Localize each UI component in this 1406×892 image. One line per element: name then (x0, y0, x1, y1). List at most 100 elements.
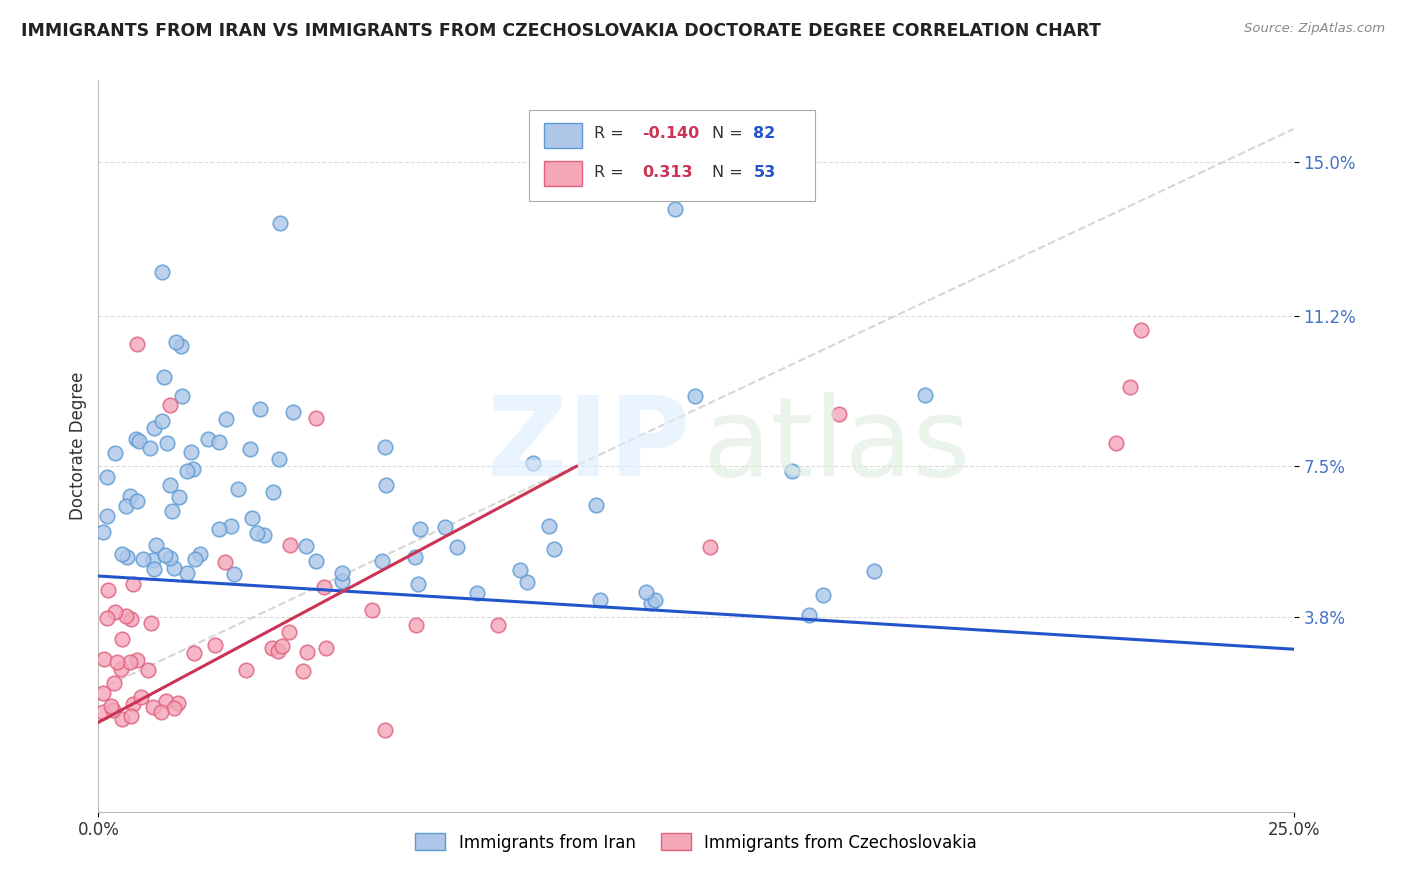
Point (145, 539, 167, 553)
Point (197, 432, 219, 446)
Legend: Immigrants from Iran, Immigrants from Czechoslovakia: Immigrants from Iran, Immigrants from Cz… (409, 827, 983, 858)
Point (170, 389, 193, 403)
Point (683, 389, 706, 403)
Point (404, 549, 426, 564)
FancyBboxPatch shape (529, 110, 815, 201)
Point (446, 540, 468, 554)
Point (122, 577, 145, 591)
Point (405, 618, 427, 632)
Point (409, 522, 432, 536)
Point (142, 699, 165, 714)
Point (180, 444, 202, 458)
Point (97, 583, 120, 598)
Point (361, 603, 384, 617)
Point (828, 407, 851, 421)
Point (138, 663, 160, 677)
Point (96, 611, 118, 625)
Point (111, 712, 134, 726)
Point (226, 482, 249, 496)
Point (588, 593, 610, 607)
Point (96, 470, 118, 484)
Point (914, 387, 936, 401)
Point (249, 401, 271, 416)
Text: -0.140: -0.140 (643, 126, 699, 141)
Point (153, 548, 176, 562)
Point (155, 693, 177, 707)
Point (305, 554, 328, 568)
Point (1130, 324, 1153, 338)
Point (93, 651, 115, 665)
Point (292, 664, 315, 678)
Point (370, 554, 392, 568)
Point (118, 655, 141, 669)
Point (1119, 380, 1142, 394)
Point (269, 215, 291, 229)
Text: R =: R = (595, 126, 630, 141)
Point (142, 562, 165, 576)
Point (127, 653, 149, 667)
Point (104, 605, 127, 619)
Point (132, 552, 155, 566)
Point (644, 593, 666, 607)
Text: 53: 53 (754, 165, 776, 180)
Point (699, 540, 721, 554)
Point (152, 413, 174, 427)
Point (159, 398, 181, 412)
Point (219, 519, 242, 533)
Point (188, 547, 211, 561)
Point (159, 478, 181, 492)
Point (305, 411, 328, 425)
Point (176, 464, 198, 478)
Point (543, 541, 565, 556)
Point (240, 511, 263, 525)
Point (120, 612, 142, 626)
Point (139, 441, 162, 455)
Point (239, 442, 262, 456)
Point (509, 563, 531, 577)
Text: N =: N = (711, 165, 748, 180)
Point (104, 446, 127, 460)
Point (170, 339, 193, 353)
Point (103, 675, 125, 690)
Text: ZIP: ZIP (486, 392, 690, 500)
Point (374, 723, 396, 738)
Point (128, 434, 150, 449)
Point (153, 370, 176, 384)
Point (330, 574, 353, 588)
Point (91, 705, 114, 719)
Point (330, 566, 353, 580)
Point (374, 441, 396, 455)
Point (797, 608, 820, 623)
Point (634, 585, 657, 599)
Y-axis label: Doctorate Degree: Doctorate Degree (69, 372, 87, 520)
Point (281, 405, 304, 419)
Point (131, 690, 153, 704)
Point (100, 699, 122, 714)
Point (253, 528, 276, 542)
Point (1105, 435, 1128, 450)
Point (640, 595, 662, 609)
Point (125, 433, 148, 447)
Point (160, 504, 183, 518)
Point (315, 641, 337, 656)
Point (585, 498, 607, 512)
Point (374, 477, 396, 491)
Point (143, 421, 166, 435)
Point (183, 646, 205, 660)
Point (214, 555, 236, 569)
Point (159, 550, 181, 565)
Point (125, 494, 148, 508)
Point (141, 616, 163, 631)
Point (111, 548, 134, 562)
Point (101, 703, 124, 717)
Point (270, 640, 292, 654)
Point (277, 625, 299, 640)
Point (314, 581, 336, 595)
Point (295, 645, 318, 659)
Text: 0.313: 0.313 (643, 165, 693, 180)
Point (156, 436, 179, 450)
Point (107, 655, 129, 669)
Point (176, 566, 198, 581)
Point (96, 508, 118, 523)
Point (142, 553, 165, 567)
